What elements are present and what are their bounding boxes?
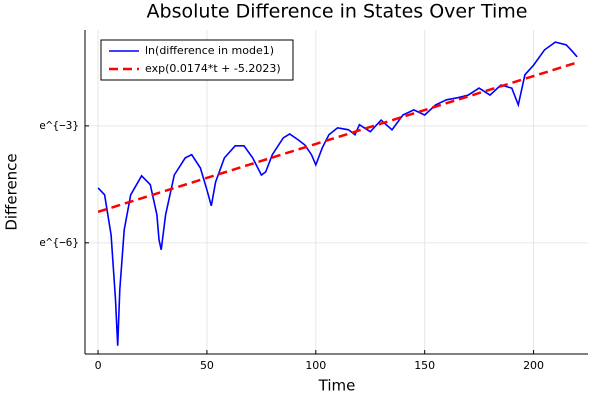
line-series (97, 41, 578, 346)
legend-label: exp(0.0174*t + -5.2023) (145, 62, 281, 75)
x-tick-label: 100 (305, 359, 326, 372)
x-tick-label: 0 (95, 359, 102, 372)
x-tick-label: 150 (414, 359, 435, 372)
y-axis-label: Difference (3, 153, 21, 230)
line-series (97, 61, 578, 213)
x-tick-label: 200 (523, 359, 544, 372)
x-tick-label: 50 (200, 359, 214, 372)
chart-title: Absolute Difference in States Over Time (147, 1, 528, 23)
y-tick-label: e^{−3} (39, 119, 79, 132)
x-axis-label: Time (318, 377, 356, 395)
y-tick-label: e^{−6} (39, 236, 79, 249)
legend-label: ln(difference in mode1) (145, 44, 274, 57)
legend-box (100, 39, 294, 81)
